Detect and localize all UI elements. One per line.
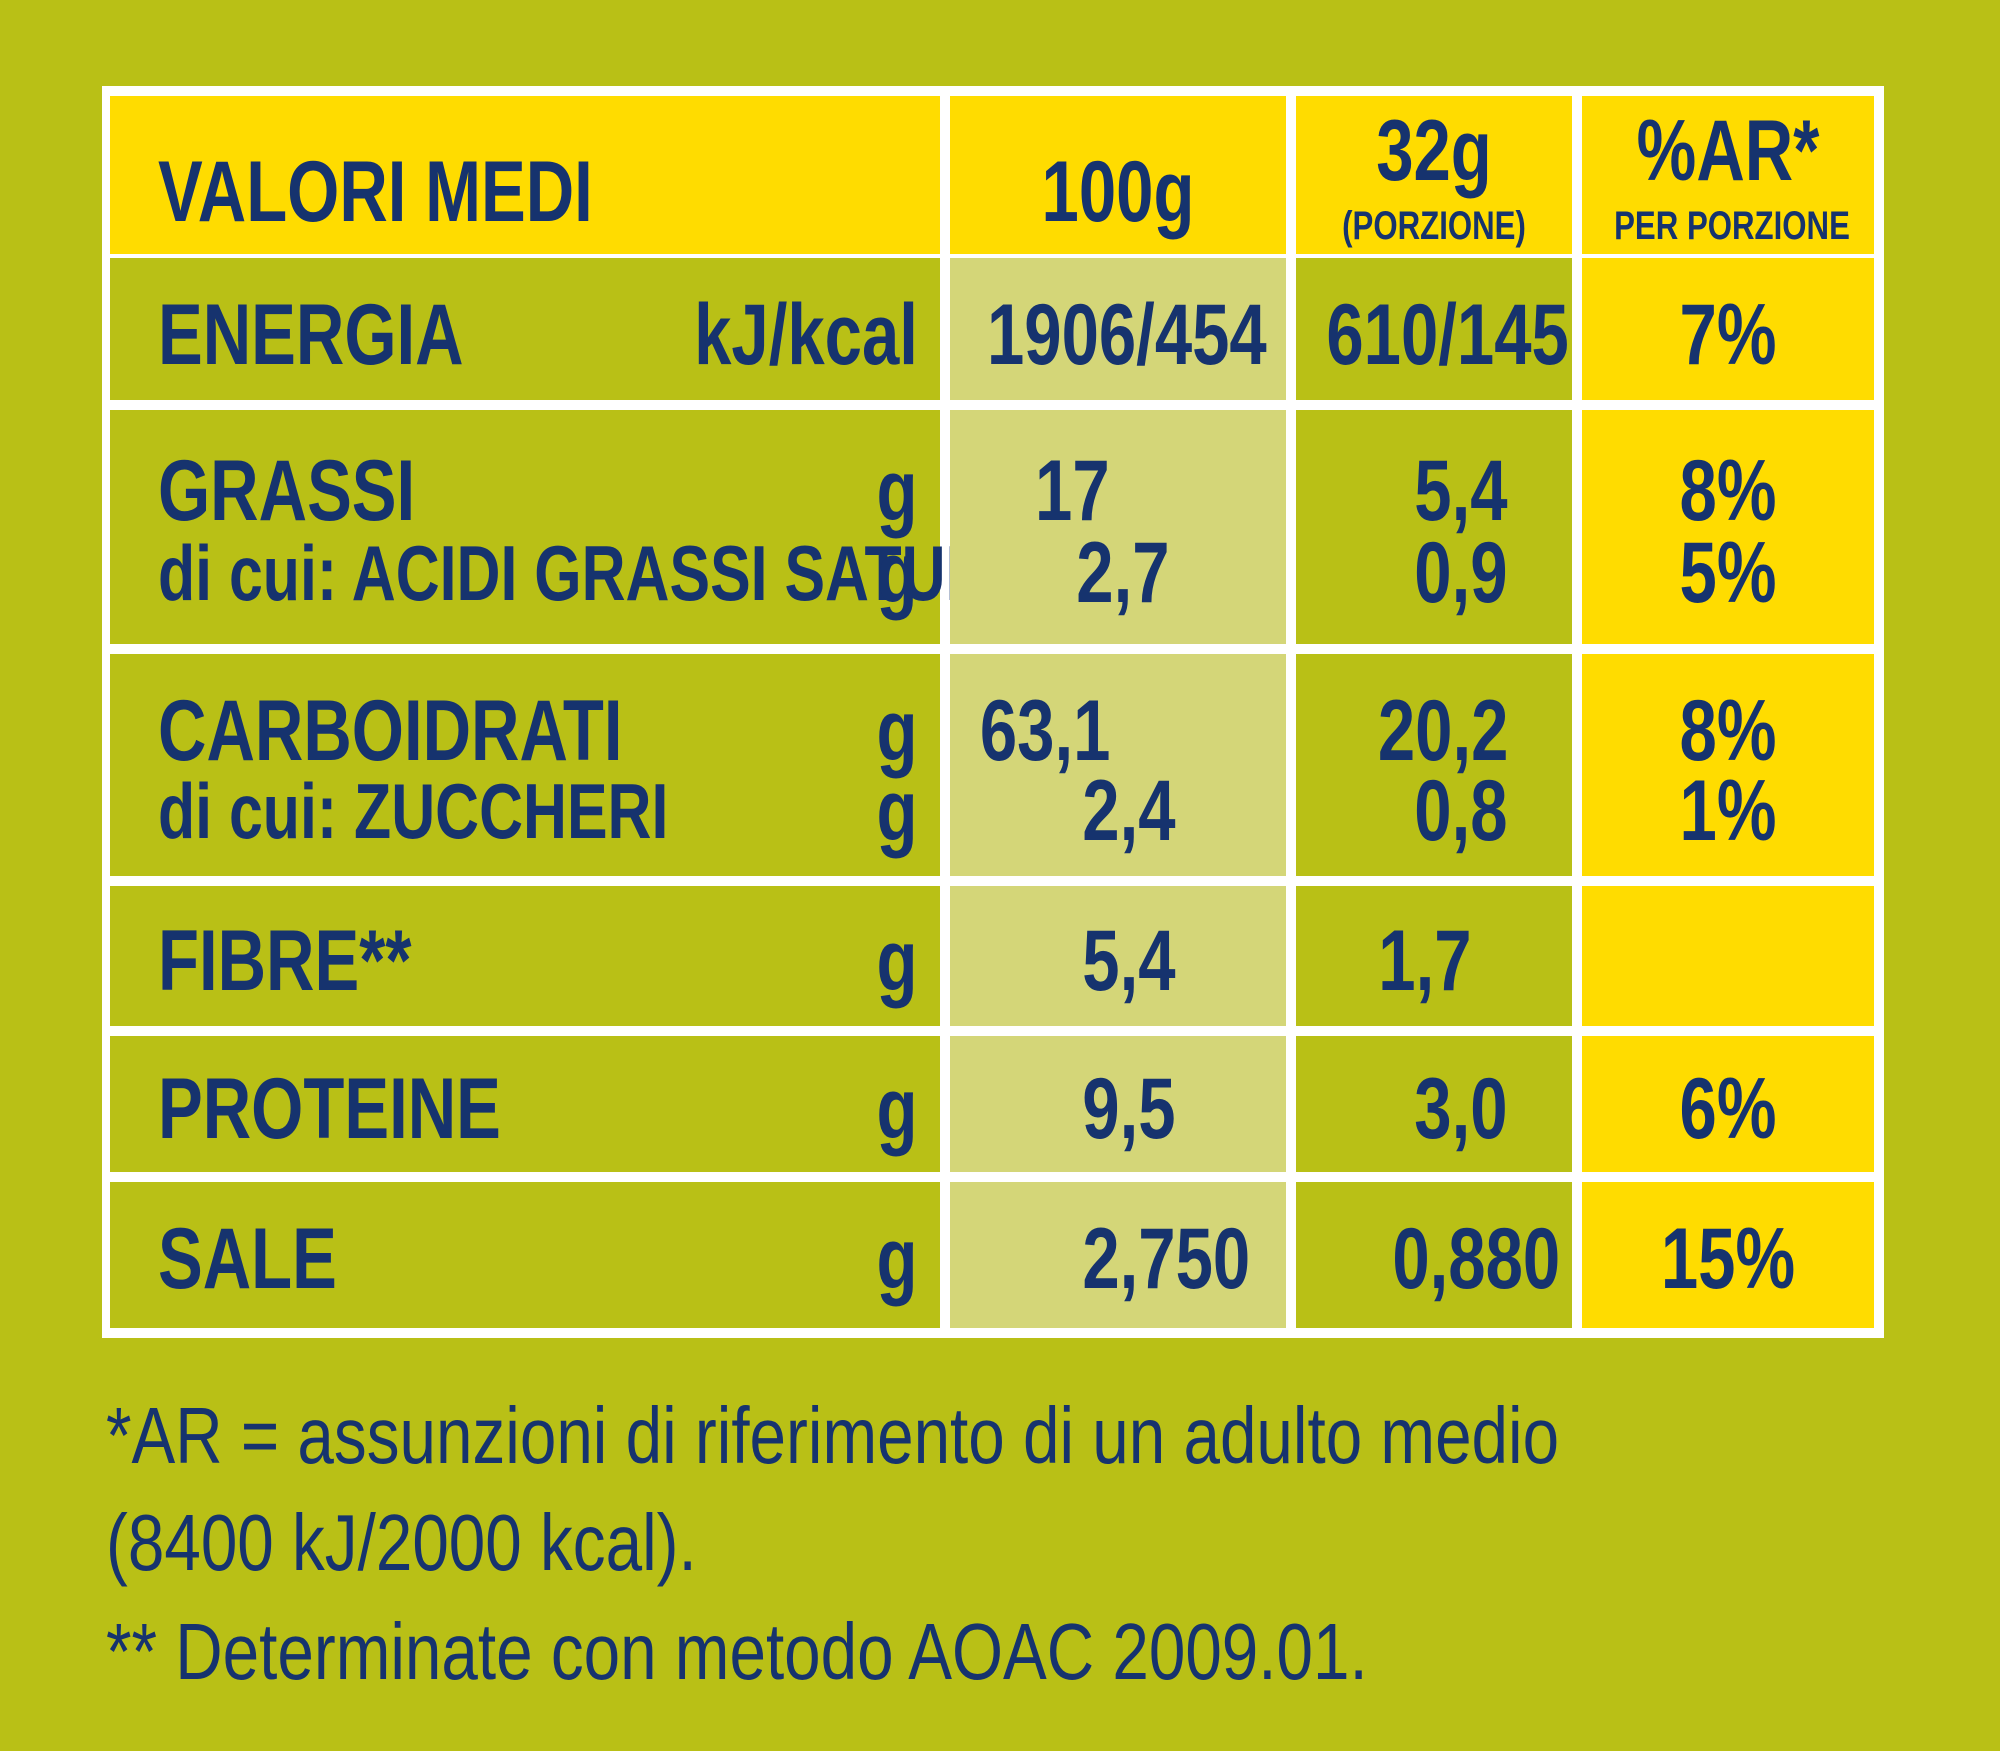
proteine-label-cell: PROTEINE g (110, 1036, 940, 1172)
grassi-100g-cell: 17 2,7 (950, 410, 1286, 644)
header-ar-cell: %AR* PER PORZIONE (1582, 96, 1874, 254)
carboidrati-portion-cell: 20,2 0,8 (1296, 654, 1572, 876)
energia-100g-cell: 1906/454 (950, 258, 1286, 400)
grassi-unit: g (877, 443, 918, 539)
saturi-100g: 2,7 (1076, 525, 1170, 621)
carboidrati-label: CARBOIDRATI (158, 683, 623, 779)
energia-portion: 610/145 (1326, 287, 1569, 383)
sale-100g-cell: 2,750 (950, 1182, 1286, 1328)
sale-label-cell: SALE g (110, 1182, 940, 1328)
energia-ar: 7% (1679, 287, 1777, 383)
fibre-label: FIBRE** (158, 913, 412, 1009)
footnote-fibre-method: ** Determinate con metodo AOAC 2009.01. (106, 1607, 1368, 1696)
grassi-label-cell: GRASSI g di cui: ACIDI GRASSI SATURI g (110, 410, 1006, 644)
proteine-ar: 6% (1679, 1061, 1777, 1157)
energia-unit: kJ/kcal (694, 287, 918, 383)
carboidrati-unit: g (877, 683, 918, 779)
header-portion-sub: (PORZIONE) (1342, 204, 1526, 248)
sale-portion: 0,880 (1392, 1211, 1560, 1307)
nutrition-table: VALORI MEDI 100g 32g (PORZIONE) %AR* PER… (102, 86, 1884, 1338)
sale-portion-cell: 0,880 (1296, 1182, 1572, 1328)
header-portion: 32g (1376, 103, 1492, 199)
fibre-100g-cell: 5,4 (950, 886, 1286, 1026)
zuccheri-unit: g (877, 763, 918, 859)
proteine-100g: 9,5 (1082, 1061, 1176, 1157)
saturi-label: di cui: ACIDI GRASSI SATURI (158, 529, 1007, 617)
sale-ar: 15% (1660, 1211, 1796, 1307)
grassi-100g: 17 (1035, 443, 1110, 539)
carboidrati-portion: 20,2 (1377, 683, 1508, 779)
footnote-ar-reference: (8400 kJ/2000 kcal). (106, 1498, 697, 1587)
saturi-portion: 0,9 (1414, 525, 1508, 621)
carboidrati-ar: 8% (1679, 683, 1777, 779)
energia-ar-cell: 7% (1582, 258, 1874, 400)
sale-label: SALE (158, 1211, 337, 1307)
sale-100g: 2,750 (1082, 1211, 1250, 1307)
fibre-100g: 5,4 (1082, 913, 1176, 1009)
proteine-label: PROTEINE (158, 1061, 501, 1157)
proteine-portion-cell: 3,0 (1296, 1036, 1572, 1172)
zuccheri-label: di cui: ZUCCHERI (158, 767, 669, 855)
proteine-ar-cell: 6% (1582, 1036, 1874, 1172)
saturi-ar: 5% (1679, 525, 1777, 621)
fibre-portion: 1,7 (1378, 913, 1472, 1009)
header-100g: 100g (1041, 144, 1195, 240)
header-100g-cell: 100g (950, 96, 1286, 254)
sale-ar-cell: 15% (1582, 1182, 1874, 1328)
header-ar: %AR* (1636, 103, 1820, 199)
zuccheri-portion: 0,8 (1414, 763, 1508, 859)
header-label: VALORI MEDI (158, 144, 593, 240)
proteine-100g-cell: 9,5 (950, 1036, 1286, 1172)
grassi-portion: 5,4 (1414, 443, 1508, 539)
proteine-portion: 3,0 (1414, 1061, 1508, 1157)
carboidrati-100g-cell: 63,1 2,4 (950, 654, 1286, 876)
fibre-unit: g (877, 913, 918, 1009)
header-portion-cell: 32g (PORZIONE) (1296, 96, 1572, 254)
energia-portion-cell: 610/145 (1296, 258, 1572, 400)
footnote-ar-definition: *AR = assunzioni di riferimento di un ad… (106, 1391, 1560, 1480)
grassi-ar: 8% (1679, 443, 1777, 539)
energia-label: ENERGIA (158, 287, 464, 383)
energia-100g: 1906/454 (986, 287, 1267, 383)
header-ar-sub: PER PORZIONE (1614, 204, 1850, 248)
saturi-unit: g (877, 525, 918, 621)
carboidrati-ar-cell: 8% 1% (1582, 654, 1874, 876)
carboidrati-label-cell: CARBOIDRATI g di cui: ZUCCHERI g (110, 654, 940, 876)
fibre-ar-cell (1582, 886, 1874, 1026)
energia-label-cell: ENERGIA kJ/kcal (110, 258, 940, 400)
carboidrati-100g: 63,1 (979, 683, 1110, 779)
proteine-unit: g (877, 1061, 918, 1157)
header-label-cell: VALORI MEDI (110, 96, 940, 254)
zuccheri-100g: 2,4 (1082, 763, 1176, 859)
grassi-portion-cell: 5,4 0,9 (1296, 410, 1572, 644)
grassi-ar-cell: 8% 5% (1582, 410, 1874, 644)
zuccheri-ar: 1% (1679, 763, 1777, 859)
fibre-portion-cell: 1,7 (1296, 886, 1572, 1026)
grassi-label: GRASSI (158, 443, 416, 539)
sale-unit: g (877, 1211, 918, 1307)
fibre-label-cell: FIBRE** g (110, 886, 940, 1026)
